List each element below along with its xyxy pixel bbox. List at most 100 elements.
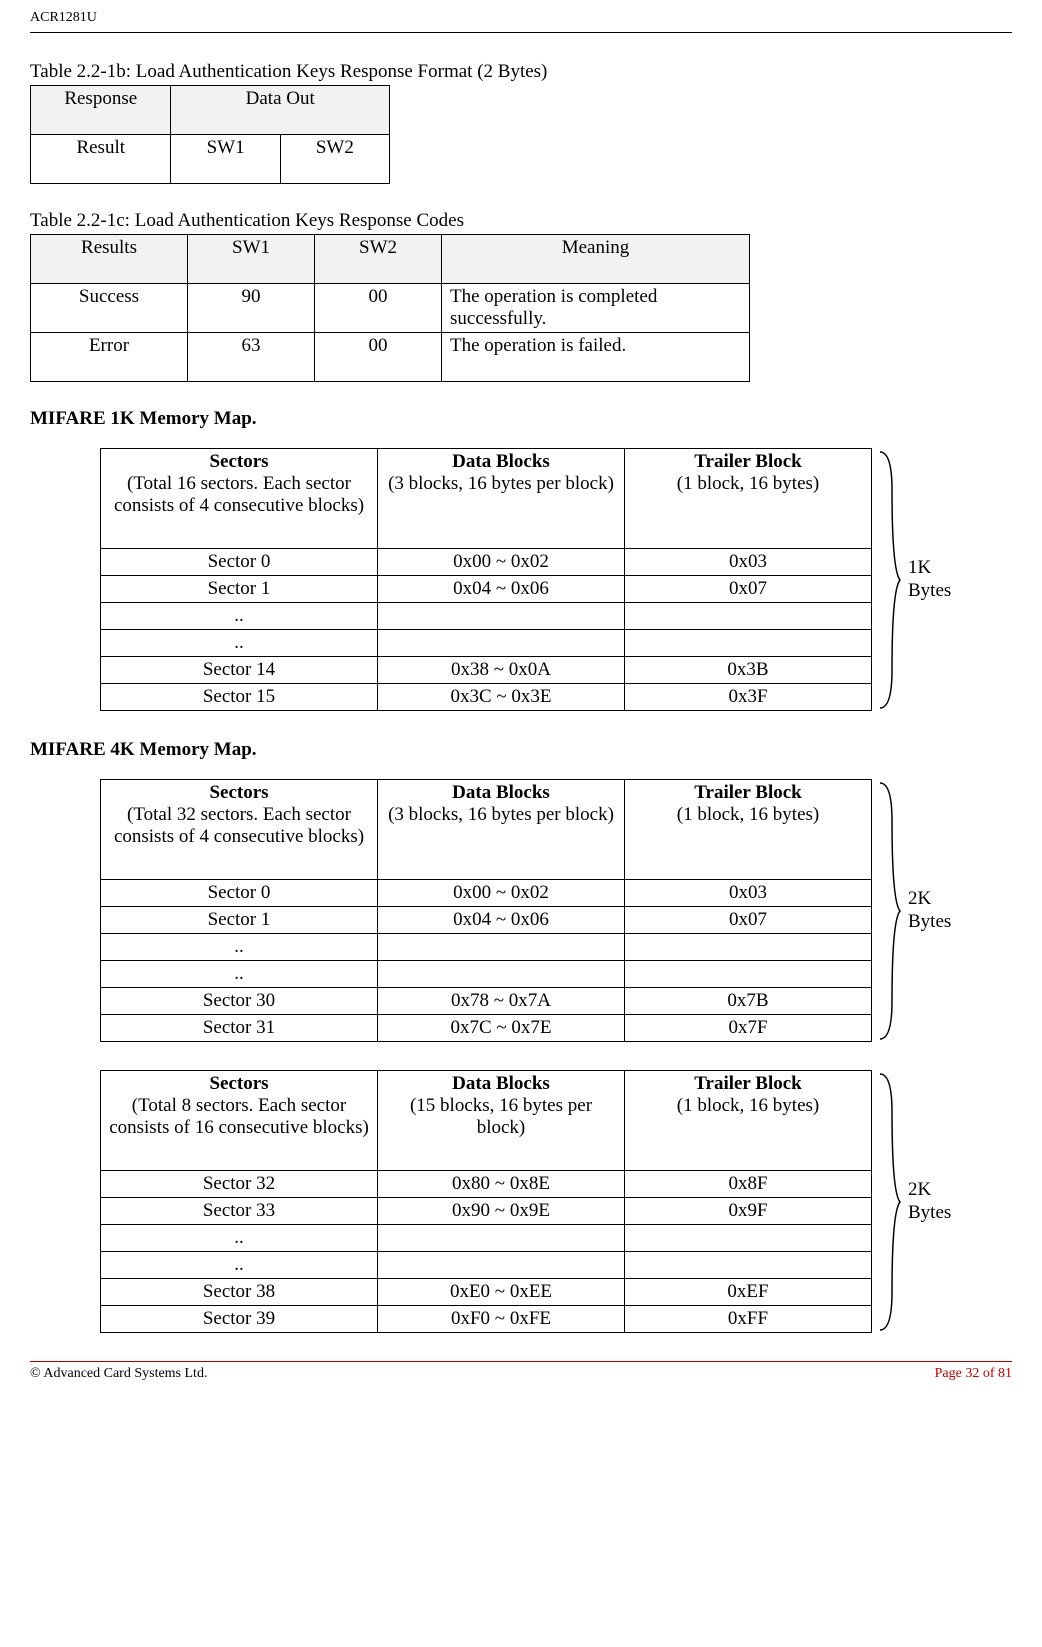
- brace-4kb-label: 2KBytes: [902, 1179, 951, 1225]
- curly-brace-icon: [878, 450, 902, 710]
- table-row: Sector 00x00 ~ 0x020x03: [101, 549, 872, 576]
- cell: ..: [101, 1252, 378, 1279]
- th-sectors: Sectors(Total 32 sectors. Each sector co…: [101, 780, 378, 880]
- cell: [625, 603, 872, 630]
- cell: Sector 30: [101, 988, 378, 1015]
- table-row: Sector 320x80 ~ 0x8E0x8F: [101, 1171, 872, 1198]
- th-data-b: Data Blocks: [452, 451, 550, 472]
- cell: Sector 0: [101, 880, 378, 907]
- td-sw2: SW2: [280, 135, 389, 184]
- brace-4ka-label: 2KBytes: [902, 888, 951, 934]
- cell-meaning: The operation is completed successfully.: [442, 284, 750, 333]
- cell: [378, 603, 625, 630]
- brace-4kb: [872, 1070, 902, 1333]
- th-sectors-b: Sectors: [209, 451, 268, 472]
- footer-page-number: Page 32 of 81: [935, 1366, 1012, 1382]
- cell: [378, 934, 625, 961]
- th-sw1: SW1: [188, 235, 315, 284]
- cell: 0x07: [625, 907, 872, 934]
- mifare-4k-table-b: Sectors(Total 8 sectors. Each sector con…: [100, 1070, 872, 1333]
- th-data-out: Data Out: [171, 86, 390, 135]
- cell-sw1: 90: [188, 284, 315, 333]
- cell: 0xF0 ~ 0xFE: [378, 1306, 625, 1333]
- cell: 0x3C ~ 0x3E: [378, 684, 625, 711]
- th-trailer: Trailer Block(1 block, 16 bytes): [625, 780, 872, 880]
- cell-sw2: 00: [315, 284, 442, 333]
- table-row: Success 90 00 The operation is completed…: [31, 284, 750, 333]
- th-sw2: SW2: [315, 235, 442, 284]
- page-footer: © Advanced Card Systems Ltd. Page 32 of …: [0, 1362, 1042, 1394]
- cell: 0x00 ~ 0x02: [378, 880, 625, 907]
- cell-result: Error: [31, 333, 188, 382]
- brace-1k: [872, 448, 902, 711]
- th-sectors-sub: (Total 32 sectors. Each sector consists …: [114, 804, 364, 847]
- th-data-blocks: Data Blocks(3 blocks, 16 bytes per block…: [378, 780, 625, 880]
- cell: Sector 14: [101, 657, 378, 684]
- cell-result: Success: [31, 284, 188, 333]
- th-trailer-b: Trailer Block: [694, 451, 801, 472]
- th-trailer-b: Trailer Block: [694, 782, 801, 803]
- table-row: Sector 140x38 ~ 0x0A0x3B: [101, 657, 872, 684]
- mifare-4k-table-a: Sectors(Total 32 sectors. Each sector co…: [100, 779, 872, 1042]
- th-sectors-b: Sectors: [209, 1073, 268, 1094]
- cell: Sector 32: [101, 1171, 378, 1198]
- th-trailer: Trailer Block(1 block, 16 bytes): [625, 1071, 872, 1171]
- th-response: Response: [31, 86, 171, 135]
- table-row: ..: [101, 961, 872, 988]
- cell: 0x04 ~ 0x06: [378, 576, 625, 603]
- cell: 0x80 ~ 0x8E: [378, 1171, 625, 1198]
- brace-text: 1KBytes: [908, 557, 951, 601]
- th-trailer-b: Trailer Block: [694, 1073, 801, 1094]
- th-data-sub: (3 blocks, 16 bytes per block): [388, 473, 614, 494]
- cell: 0x04 ~ 0x06: [378, 907, 625, 934]
- th-sectors: Sectors(Total 8 sectors. Each sector con…: [101, 1071, 378, 1171]
- cell: ..: [101, 630, 378, 657]
- th-trailer-sub: (1 block, 16 bytes): [677, 1095, 819, 1116]
- table-row: Sector 330x90 ~ 0x9E0x9F: [101, 1198, 872, 1225]
- th-data-b: Data Blocks: [452, 1073, 550, 1094]
- footer-copyright: © Advanced Card Systems Ltd.: [30, 1366, 207, 1382]
- cell: 0x03: [625, 549, 872, 576]
- cell: 0x9F: [625, 1198, 872, 1225]
- cell: Sector 0: [101, 549, 378, 576]
- th-data-blocks: Data Blocks(15 blocks, 16 bytes per bloc…: [378, 1071, 625, 1171]
- table-row: Sector 150x3C ~ 0x3E0x3F: [101, 684, 872, 711]
- th-meaning: Meaning: [442, 235, 750, 284]
- cell: 0xE0 ~ 0xEE: [378, 1279, 625, 1306]
- cell: 0x7F: [625, 1015, 872, 1042]
- th-data-b: Data Blocks: [452, 782, 550, 803]
- cell: 0x90 ~ 0x9E: [378, 1198, 625, 1225]
- table-row: Sector 00x00 ~ 0x020x03: [101, 880, 872, 907]
- cell: 0x3F: [625, 684, 872, 711]
- cell: 0x78 ~ 0x7A: [378, 988, 625, 1015]
- cell: Sector 33: [101, 1198, 378, 1225]
- cell: [625, 961, 872, 988]
- table-1b-caption: Table 2.2-1b: Load Authentication Keys R…: [30, 61, 1012, 83]
- doc-header: ACR1281U: [30, 10, 1012, 33]
- cell: Sector 15: [101, 684, 378, 711]
- th-data-sub: (3 blocks, 16 bytes per block): [388, 804, 614, 825]
- table-row: Sector 380xE0 ~ 0xEE0xEF: [101, 1279, 872, 1306]
- table-row: Sector 10x04 ~ 0x060x07: [101, 576, 872, 603]
- cell: [625, 934, 872, 961]
- cell: 0x3B: [625, 657, 872, 684]
- th-sectors-sub: (Total 8 sectors. Each sector consists o…: [109, 1095, 369, 1138]
- cell: 0xEF: [625, 1279, 872, 1306]
- cell: [625, 1225, 872, 1252]
- mifare-1k-table: Sectors(Total 16 sectors. Each sector co…: [100, 448, 872, 711]
- cell: 0x03: [625, 880, 872, 907]
- cell: [378, 1225, 625, 1252]
- table-row: Sector 390xF0 ~ 0xFE0xFF: [101, 1306, 872, 1333]
- brace-1k-label: 1KBytes: [902, 557, 951, 603]
- cell: 0x38 ~ 0x0A: [378, 657, 625, 684]
- th-sectors-sub: (Total 16 sectors. Each sector consists …: [114, 473, 364, 516]
- table-row: ..: [101, 630, 872, 657]
- cell: 0x7B: [625, 988, 872, 1015]
- cell: 0x00 ~ 0x02: [378, 549, 625, 576]
- cell-meaning: The operation is failed.: [442, 333, 750, 382]
- mifare-4k-title: MIFARE 4K Memory Map.: [30, 739, 1012, 761]
- cell: Sector 1: [101, 907, 378, 934]
- curly-brace-icon: [878, 1072, 902, 1332]
- cell: [625, 630, 872, 657]
- td-result: Result: [31, 135, 171, 184]
